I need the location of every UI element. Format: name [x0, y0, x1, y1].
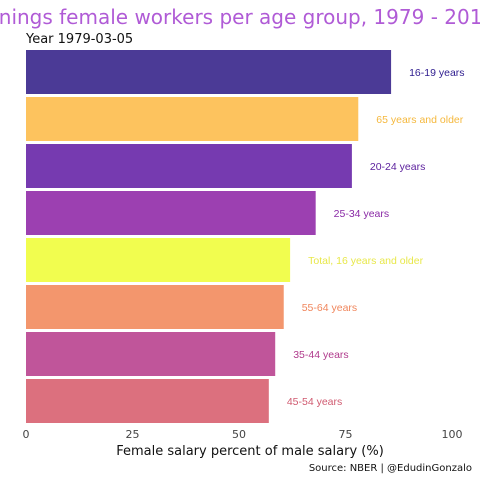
x-tick-label: 100 [442, 428, 463, 441]
caption: Source: NBER | @EdudinGonzalo [309, 463, 472, 474]
bar-label: 35-44 years [293, 349, 348, 361]
bar-55-64-years [26, 285, 284, 329]
bar-total-16-years-and-older [26, 238, 291, 282]
bar-35-44-years [26, 332, 276, 376]
x-axis-label: Female salary percent of male salary (%) [116, 444, 384, 459]
bar-25-34-years [26, 191, 316, 235]
bar-label: 45-54 years [287, 396, 342, 408]
x-tick-label: 25 [126, 428, 140, 441]
chart-title: Earnings female workers per age group, 1… [0, 5, 480, 29]
bar-65-years-and-older [26, 97, 359, 141]
bar-labels-group: 16-19 years 65 years and older 20-24 years… [287, 67, 465, 408]
bar-label: 25-34 years [334, 208, 389, 220]
bar-45-54-years [26, 379, 269, 423]
bar-label: 20-24 years [370, 161, 425, 173]
bar-label: 55-64 years [302, 302, 357, 314]
x-tick-label: 75 [339, 428, 353, 441]
bar-20-24-years [26, 144, 352, 188]
bar-label: 16-19 years [409, 67, 464, 79]
bar-label: 65 years and older [376, 114, 463, 126]
x-axis-ticks: 0 25 50 75 100 [23, 428, 463, 441]
chart-subtitle: Year 1979-03-05 [25, 32, 133, 47]
x-tick-label: 50 [232, 428, 246, 441]
x-tick-label: 0 [23, 428, 30, 441]
bar-label: Total, 16 years and older [308, 255, 423, 267]
bar-16-19-years [26, 50, 392, 94]
bars-group [26, 50, 392, 423]
